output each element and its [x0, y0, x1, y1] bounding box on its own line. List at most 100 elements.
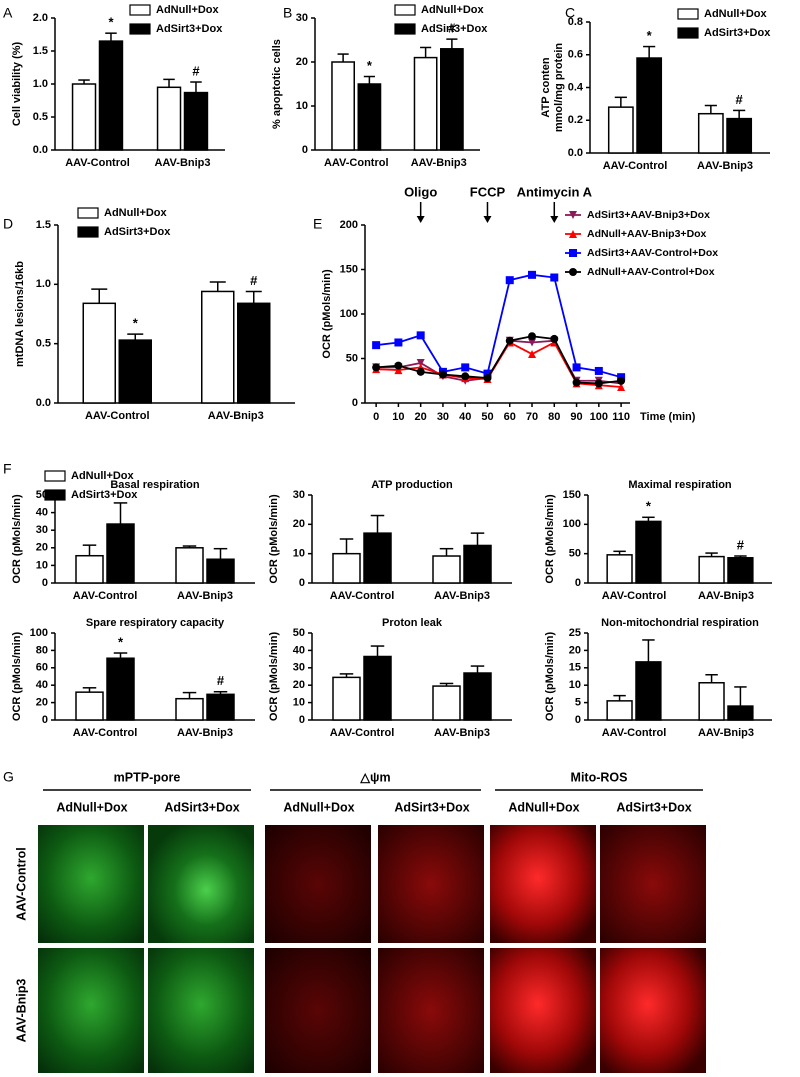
y-tick-label: 100 — [340, 308, 358, 320]
y-tick-label: 40 — [36, 507, 48, 519]
bar — [606, 700, 633, 721]
marker — [550, 273, 559, 282]
y-tick-label: 20 — [296, 56, 308, 68]
x-tick-label: AAV-Bnip3 — [697, 160, 753, 172]
y-tick-label: 80 — [36, 644, 48, 656]
x-tick-label: AAV-Bnip3 — [434, 727, 490, 739]
bar — [606, 554, 633, 584]
panel-letter: B — [283, 5, 292, 21]
marker — [483, 369, 492, 378]
micrograph — [265, 948, 371, 1073]
condition-header: AdSirt3+Dox — [394, 800, 469, 814]
bar — [332, 552, 361, 584]
legend-swatch — [677, 8, 699, 20]
bar — [463, 544, 492, 584]
bar — [331, 61, 356, 151]
x-tick-label: AAV-Control — [324, 157, 389, 169]
y-axis-label: mtDNA lesions/16kb — [14, 261, 26, 367]
event-arrowhead — [483, 216, 492, 223]
x-tick-label: AAV-Bnip3 — [177, 727, 233, 739]
y-tick-label: 20 — [293, 518, 305, 530]
bar — [106, 657, 135, 721]
legend-label: AdSirt3+Dox — [421, 23, 488, 35]
significance-mark: # — [217, 673, 225, 688]
y-axis-label: OCR (pMols/min) — [544, 494, 556, 584]
y-tick-label: 0 — [352, 397, 358, 409]
series-line — [376, 335, 622, 385]
event-label: Oligo — [404, 184, 437, 199]
bar — [635, 661, 662, 721]
panel-letter: A — [3, 5, 13, 21]
y-tick-label: 10 — [569, 679, 581, 691]
y-tick-label: 0 — [299, 714, 305, 726]
panel-letter: E — [313, 216, 322, 232]
micrograph — [600, 825, 706, 943]
chart-title: Basal respiration — [110, 479, 200, 491]
x-tick-label: 90 — [570, 411, 582, 423]
significance-mark: * — [118, 634, 124, 649]
x-tick-label: AAV-Control — [330, 727, 395, 739]
legend-label: AdSirt3+Dox — [71, 489, 138, 501]
micrograph — [38, 948, 144, 1073]
marker — [416, 367, 425, 376]
bar — [726, 117, 753, 154]
legend-label: AdNull+Dox — [704, 8, 768, 20]
marker — [569, 268, 577, 276]
marker — [394, 366, 403, 375]
condition-header: AdSirt3+Dox — [164, 800, 239, 814]
y-tick-label: 10 — [296, 100, 308, 112]
x-tick-label: AAV-Control — [65, 157, 130, 169]
micrograph — [490, 948, 596, 1073]
marker — [528, 338, 537, 347]
group-header: △ψm — [359, 770, 390, 784]
bar — [237, 302, 271, 404]
bar — [175, 697, 204, 721]
y-axis-label: OCR (pMols/min) — [11, 632, 23, 722]
bar — [183, 91, 209, 151]
x-tick-label: AAV-Control — [602, 727, 667, 739]
y-axis-label: OCR (pMols/min) — [268, 632, 280, 722]
legend-label: AdSirt3+AAV-Bnip3+Dox — [587, 209, 710, 221]
marker — [461, 363, 470, 372]
micrograph — [600, 948, 706, 1073]
marker — [483, 374, 492, 383]
y-tick-label: 60 — [36, 662, 48, 674]
x-tick-label: AAV-Bnip3 — [411, 157, 467, 169]
chart-title: ATP production — [371, 479, 453, 491]
y-tick-label: 30 — [36, 524, 48, 536]
y-tick-label: 0 — [42, 714, 48, 726]
bar — [75, 554, 104, 584]
legend-swatch — [129, 4, 151, 16]
y-tick-label: 0.0 — [33, 144, 48, 156]
x-tick-label: 30 — [437, 411, 449, 423]
chart-title: Non-mitochondrial respiration — [601, 617, 759, 629]
bar — [463, 672, 492, 721]
bar — [697, 112, 724, 154]
condition-header: AdNull+Dox — [508, 800, 579, 814]
legend-swatch — [44, 470, 66, 482]
event-arrowhead — [550, 216, 559, 223]
significance-mark: * — [646, 499, 652, 514]
bar — [357, 83, 382, 151]
y-tick-label: 0.0 — [568, 147, 583, 159]
bar — [175, 547, 204, 584]
x-tick-label: 80 — [548, 411, 560, 423]
legend-swatch — [677, 27, 699, 39]
bar — [363, 655, 392, 721]
significance-mark: # — [736, 92, 744, 107]
bar — [118, 339, 152, 404]
bar — [440, 48, 464, 151]
legend-swatch — [44, 489, 66, 501]
y-tick-label: 1.0 — [33, 78, 48, 90]
y-tick-label: 0 — [302, 144, 308, 156]
x-tick-label: AAV-Control — [85, 410, 150, 422]
y-tick-label: 0 — [575, 577, 581, 589]
legend-swatch — [394, 4, 416, 16]
marker — [569, 211, 577, 219]
y-tick-label: 50 — [346, 352, 358, 364]
y-tick-label: 50 — [569, 548, 581, 560]
y-tick-label: 15 — [569, 662, 581, 674]
legend-label: AdSirt3+AAV-Control+Dox — [587, 247, 718, 259]
bar — [206, 558, 235, 584]
y-tick-label: 20 — [569, 644, 581, 656]
